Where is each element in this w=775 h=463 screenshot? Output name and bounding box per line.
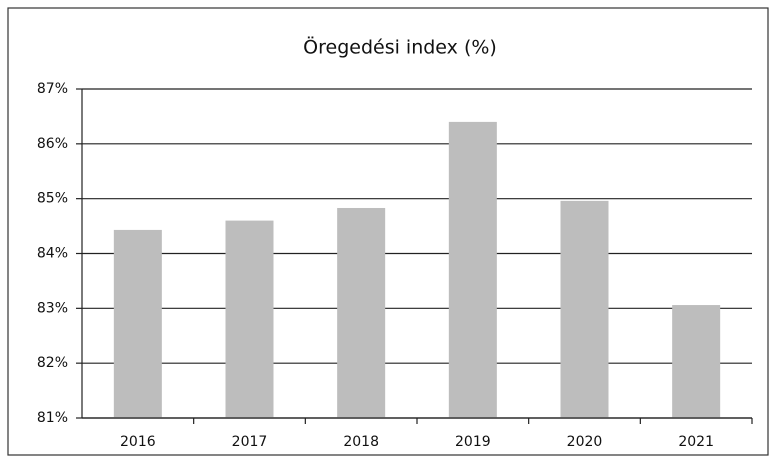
x-tick-label: 2018 — [343, 434, 379, 450]
x-tick-label: 2017 — [232, 434, 268, 450]
y-tick-label: 82% — [37, 355, 68, 371]
x-tick-label: 2019 — [455, 434, 491, 450]
bar — [113, 229, 162, 418]
y-tick-label: 85% — [37, 191, 68, 207]
x-tick-label: 2016 — [120, 434, 156, 450]
y-tick-label: 81% — [37, 410, 68, 426]
y-tick-label: 84% — [37, 246, 68, 262]
bar — [337, 207, 386, 418]
chart-title: Öregedési index (%) — [303, 36, 497, 59]
x-tick-label: 2021 — [678, 434, 714, 450]
y-tick-label: 86% — [37, 136, 68, 152]
bar — [672, 305, 721, 418]
bar — [448, 121, 497, 419]
x-tick-label: 2020 — [567, 434, 603, 450]
y-tick-label: 87% — [37, 81, 68, 97]
bar — [225, 220, 274, 418]
bar — [560, 200, 609, 418]
y-tick-label: 83% — [37, 300, 68, 316]
